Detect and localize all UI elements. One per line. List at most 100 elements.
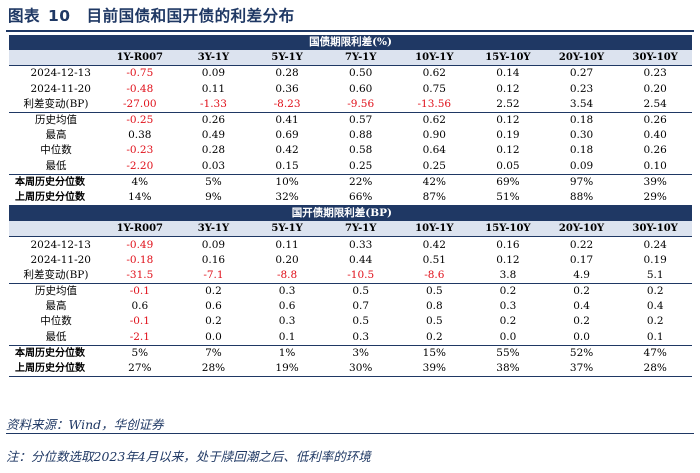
row-label: 中位数 — [40, 315, 72, 328]
table-cell: 10% — [250, 173, 324, 190]
table-row: 本周历史分位数 4% 5% 10% 22% 42% 69% 97% 39% — [9, 173, 692, 190]
table-cell: 0.4 — [573, 300, 590, 313]
table-cell: -8.6 — [424, 268, 445, 281]
table-cell: 0.3 — [499, 300, 517, 313]
row-label: 最低 — [45, 330, 67, 343]
table-cell: 0.19 — [496, 129, 520, 142]
table-cell: -27.00 — [123, 97, 157, 110]
table-cell: -10.5 — [347, 268, 375, 281]
row-label: 2024-11-20 — [30, 253, 91, 266]
table-cell: 0.5 — [397, 283, 472, 300]
table-cell: 0.25 — [348, 159, 373, 172]
section2-title-row: 国开债期限利差(BP) — [9, 205, 692, 222]
table-cell: 0.2 — [618, 283, 692, 300]
table-row: 历史均值 -0.25 0.26 0.41 0.57 0.62 0.12 0.18 0.26 — [9, 111, 692, 129]
table-cell: 3% — [323, 344, 398, 361]
table-cell: 0.36 — [275, 82, 299, 95]
table-row: 最低 -2.20 0.03 0.15 0.25 0.25 0.05 0.09 0.10 — [9, 159, 692, 175]
table-cell: -0.1 — [129, 315, 150, 328]
column-header: 20Y-10Y — [544, 221, 619, 238]
table-cell: 0.30 — [569, 129, 594, 142]
table-cell: 0.42 — [275, 144, 299, 157]
table-cell: 0.20 — [643, 82, 667, 95]
column-header: 15Y-10Y — [471, 221, 545, 238]
table-cell: 0.11 — [275, 238, 299, 251]
row-label: 本周历史分位数 — [9, 344, 103, 361]
table-cell: 22% — [323, 173, 398, 190]
table-cell: -0.49 — [126, 238, 154, 251]
row-label: 最高 — [45, 129, 67, 142]
table-cell: 30% — [323, 360, 398, 378]
table-cell: 0.23 — [569, 82, 594, 95]
table-cell: 0.22 — [569, 238, 594, 251]
table-cell: 28% — [618, 360, 692, 378]
table-cell: 0.3 — [250, 283, 324, 300]
table-row: 利差变动(BP) -27.00 -1.33 -8.23 -9.56 -13.56 2.52 3… — [9, 97, 692, 113]
table-cell: 28% — [176, 360, 251, 378]
table-cell: 0.5 — [425, 315, 443, 328]
table-cell: 87% — [397, 189, 472, 207]
table-cell: 51% — [471, 189, 545, 207]
table-cell: -2.20 — [126, 159, 154, 172]
table-cell: 0.2 — [425, 330, 443, 343]
table-cell: 0.40 — [643, 129, 667, 142]
table-cell: 0.42 — [422, 238, 446, 251]
table-row: 历史均值 -0.1 0.2 0.3 0.5 0.5 0.2 0.2 0.2 — [9, 283, 692, 300]
table-cell: 0.27 — [569, 67, 594, 80]
table-cell: 0.0 — [573, 330, 590, 343]
table-cell: -31.5 — [126, 268, 154, 281]
table-cell: 3.8 — [499, 268, 517, 281]
table-row: 上周历史分位数 27% 28% 19% 30% 39% 38% 37% 28% — [9, 360, 692, 378]
column-header: 30Y-10Y — [618, 50, 692, 67]
table-cell: 0.49 — [201, 129, 226, 142]
section1-header-row: 1Y-R007 3Y-1Y 5Y-1Y 7Y-1Y 10Y-1Y 15Y-10Y 20Y-1… — [9, 50, 692, 67]
table-cell: 0.60 — [348, 82, 373, 95]
table-cell: 0.4 — [646, 300, 664, 313]
table-cell: 66% — [323, 189, 398, 207]
row-label: 历史均值 — [9, 283, 103, 300]
table-cell: 2.54 — [643, 97, 667, 110]
table-cell: 0.26 — [176, 111, 251, 129]
table-cell: 0.09 — [201, 67, 226, 80]
row-label: 上周历史分位数 — [9, 189, 103, 207]
column-header: 20Y-10Y — [544, 50, 619, 67]
table-cell: 0.62 — [397, 111, 472, 129]
table-cell: 0.03 — [201, 159, 226, 172]
table-cell: 0.09 — [569, 159, 594, 172]
table-cell: 0.2 — [544, 283, 619, 300]
table-cell: 0.5 — [352, 315, 370, 328]
table-cell: 5% — [103, 344, 177, 361]
row-label: 最高 — [45, 300, 67, 313]
table-cell: 4.9 — [573, 268, 590, 281]
table-cell: 0.15 — [275, 159, 299, 172]
table-row: 2024-12-13 -0.75 0.09 0.28 0.50 0.62 0.14 0.27 0… — [9, 66, 692, 82]
column-header: 1Y-R007 — [103, 221, 177, 238]
table-cell: 0.3 — [278, 315, 296, 328]
table-cell: 5% — [176, 173, 251, 190]
table-cell: 0.88 — [348, 129, 373, 142]
table-cell: 0.7 — [352, 300, 370, 313]
header-corner — [9, 221, 103, 238]
table-cell: -0.1 — [103, 283, 177, 300]
table-row: 2024-11-20 -0.48 0.11 0.36 0.60 0.75 0.12 0.23 0… — [9, 82, 692, 97]
table-cell: -9.56 — [347, 97, 375, 110]
table-cell: 0.26 — [643, 144, 667, 157]
row-label: 上周历史分位数 — [9, 360, 103, 378]
table-row: 中位数 -0.23 0.28 0.42 0.58 0.64 0.12 0.18 0.26 — [9, 143, 692, 158]
spread-table: 国债期限利差(%) 1Y-R007 3Y-1Y 5Y-1Y 7Y-1Y 10Y-1Y 15Y… — [9, 35, 692, 378]
table-cell: -8.23 — [273, 97, 301, 110]
table-cell: 39% — [618, 173, 692, 190]
table-cell: 0.12 — [496, 253, 520, 266]
table-cell: 9% — [176, 189, 251, 207]
table-cell: 0.16 — [496, 238, 520, 251]
table-cell: 97% — [544, 173, 619, 190]
table-cell: 0.58 — [348, 144, 373, 157]
figure-caption: 目前国债和国开债的利差分布 — [86, 7, 295, 25]
table-cell: 0.10 — [643, 159, 667, 172]
table-cell: 0.33 — [348, 238, 373, 251]
table-cell: 32% — [250, 189, 324, 207]
table-cell: -0.75 — [126, 67, 154, 80]
table-cell: 0.2 — [499, 315, 517, 328]
table-row: 本周历史分位数 5% 7% 1% 3% 15% 55% 52% 47% — [9, 344, 692, 361]
section2-header-row: 1Y-R007 3Y-1Y 5Y-1Y 7Y-1Y 10Y-1Y 15Y-10Y 20Y-1… — [9, 221, 692, 238]
